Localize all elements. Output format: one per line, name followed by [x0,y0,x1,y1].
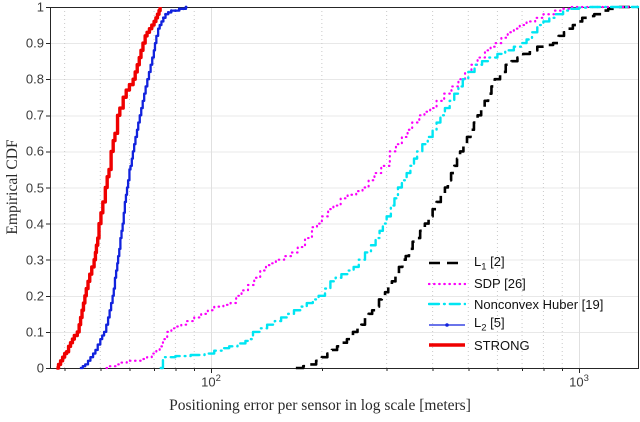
y-tick-label: 0 [36,360,44,376]
legend-label-SDP: SDP [26] [474,276,526,292]
legend-sample-SDP [428,282,466,285]
legend-label-STRONG: STRONG [474,337,530,353]
curve-marker-L2 [161,16,165,20]
y-tick-label: 0.6 [25,143,44,159]
y-tick-label: 0.3 [25,252,44,268]
legend-sample-STRONG [429,343,465,347]
y-tick-label: 1 [36,0,44,15]
curve-L2 [79,7,188,370]
curve-marker-L2 [177,7,181,11]
curve-L1 [295,5,638,370]
curve-marker-L2 [166,11,170,14]
legend-row-STRONG: STRONG [428,335,603,356]
curve-STRONG [56,7,162,370]
y-axis-title: Empirical CDF [4,139,21,235]
x-tick-label: 103 [569,373,589,390]
legend: L1 [2] SDP [26] Nonconvex Huber [19] L2 [5]… [428,253,603,356]
y-tick-label: 0.9 [25,35,44,51]
curve-Huber [159,5,640,370]
legend-label-Huber: Nonconvex Huber [19] [474,296,604,312]
y-tick-label: 0.5 [25,180,44,195]
y-tick-label: 0.2 [25,288,44,304]
curve-marker-L2 [169,9,173,13]
axis-box [50,7,639,369]
legend-sample-L2 [429,322,465,327]
legend-row-L2: L2 [5] [428,315,603,336]
y-tick-label: 0.7 [25,107,44,123]
curve-marker-L2 [164,12,167,16]
y-tick-label: 0.1 [25,324,44,340]
y-tick-label: 0.4 [25,216,44,232]
x-tick-label: 102 [201,373,221,390]
curve-marker-L2 [181,7,185,11]
legend-label-L2: L2 [5] [474,315,505,335]
legend-row-Huber: Nonconvex Huber [19] [428,294,603,315]
x-axis-title: Positioning error per sensor in log scal… [169,397,471,414]
curve-marker-L2 [184,5,188,9]
legend-sample-Huber [428,303,466,306]
y-tick-label: 0.8 [25,71,44,87]
curve-marker-L2 [174,9,177,13]
legend-row-L1: L1 [2] [428,253,603,274]
legend-sample-L1 [429,261,465,265]
legend-row-SDP: SDP [26] [428,274,603,295]
legend-label-L1: L1 [2] [474,253,505,273]
curve-SDP [105,5,640,370]
